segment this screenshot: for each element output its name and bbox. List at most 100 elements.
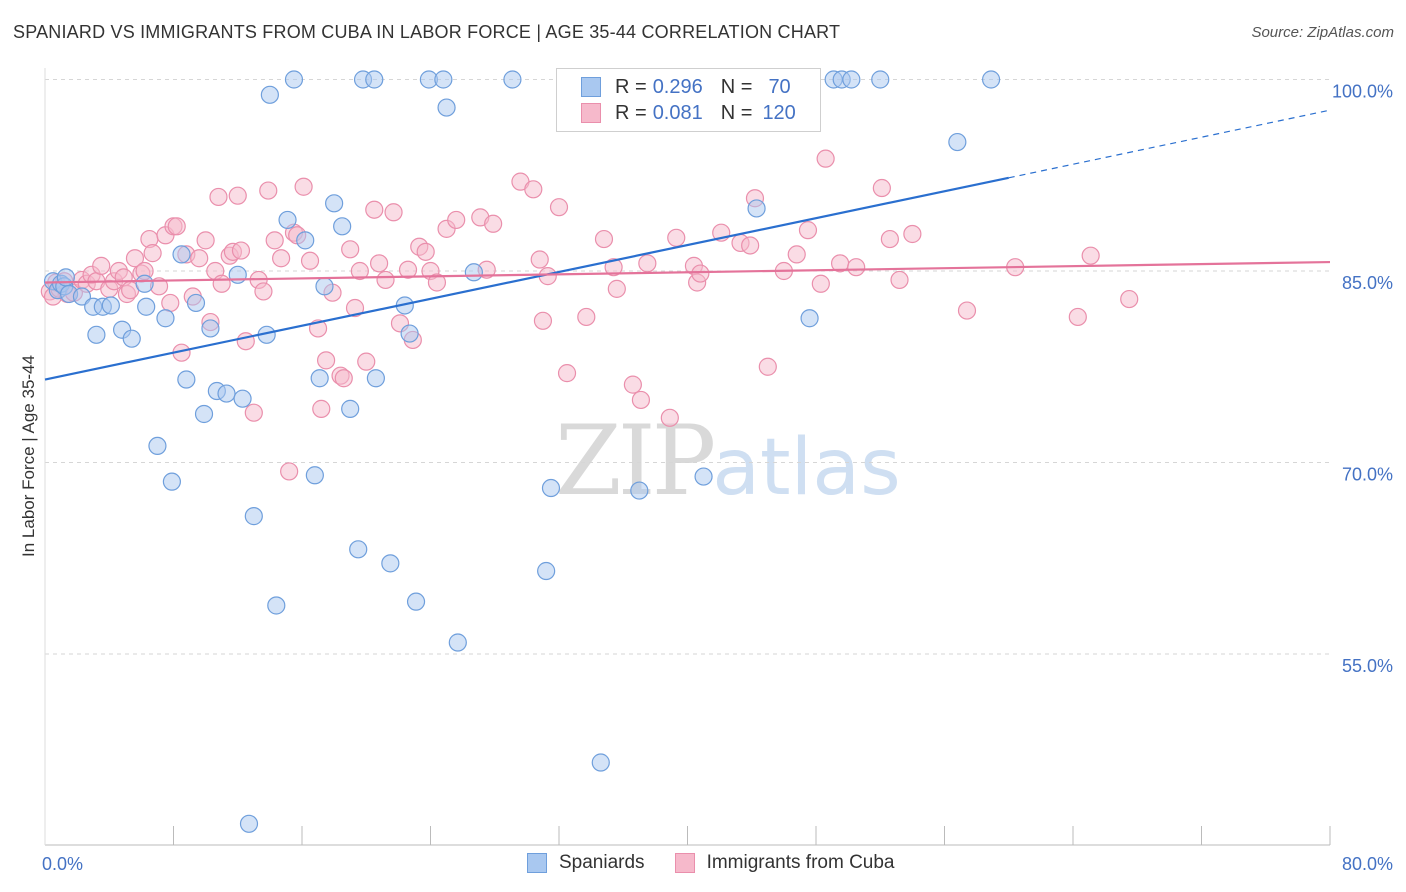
spaniard-point xyxy=(437,98,456,117)
cuba-point xyxy=(427,273,447,292)
spaniard-point xyxy=(541,478,561,498)
spaniard-point xyxy=(434,70,453,89)
n-label: N = xyxy=(720,101,753,124)
cuba-point xyxy=(341,240,360,259)
legend-swatch-pink xyxy=(674,853,695,873)
spaniard-point xyxy=(948,132,967,152)
cuba-point xyxy=(357,352,376,371)
cuba-point xyxy=(872,178,891,198)
cuba-point xyxy=(816,149,835,168)
y-tick-label: 70.0% xyxy=(1342,465,1393,485)
spaniard-point xyxy=(747,199,766,218)
spaniard-point xyxy=(448,633,467,652)
r-label: R = xyxy=(615,75,647,98)
spaniard-point xyxy=(325,194,344,213)
cuba-point xyxy=(758,357,777,376)
y-tick-label: 85.0% xyxy=(1342,273,1393,293)
stats-legend: R = 0.296 N = 70 R = 0.081 N = 120 xyxy=(556,68,821,132)
spaniard-point xyxy=(186,293,206,313)
cuba-point xyxy=(631,390,651,410)
spaniard-point xyxy=(842,70,861,89)
r-value: 0.296 xyxy=(652,75,703,98)
spaniard-point xyxy=(341,399,360,418)
cuba-point xyxy=(903,224,922,244)
cuba-point xyxy=(847,258,866,277)
cuba-point xyxy=(1068,307,1087,327)
spaniard-point xyxy=(194,404,214,424)
cuba-point xyxy=(370,254,389,273)
cuba-point xyxy=(416,242,435,261)
cuba-point xyxy=(345,298,365,318)
cuba-point xyxy=(231,241,251,260)
cuba-point xyxy=(212,274,231,293)
cuba-point xyxy=(787,245,806,264)
legend-item-spaniards[interactable]: Spaniards xyxy=(527,852,645,874)
spaniard-point xyxy=(333,217,352,236)
spaniard-point xyxy=(365,70,384,89)
cuba-point xyxy=(350,261,369,281)
spaniard-point xyxy=(800,309,819,328)
x-tick-label: 0.0% xyxy=(42,854,83,874)
spaniard-point xyxy=(201,319,220,338)
spaniard-point xyxy=(981,70,1001,89)
cuba-point xyxy=(190,249,209,268)
spaniard-point xyxy=(135,274,154,293)
cuba-point xyxy=(280,462,299,481)
cuba-point xyxy=(577,307,596,327)
cuba-point xyxy=(92,256,111,275)
cuba-point xyxy=(316,351,336,370)
y-axis-label: In Labor Force | Age 35-44 xyxy=(19,355,38,557)
spaniard-point xyxy=(406,592,426,611)
spaniard-point xyxy=(72,287,92,306)
cuba-point xyxy=(530,250,549,269)
cuba-point xyxy=(228,186,247,205)
y-tick-label: 100.0% xyxy=(1332,82,1393,102)
x-tick-label: 80.0% xyxy=(1342,854,1393,874)
cuba-point xyxy=(741,236,760,255)
trendlines xyxy=(44,109,1331,381)
cuba-point xyxy=(533,311,553,330)
spaniard-point xyxy=(217,384,236,403)
spaniard-point xyxy=(101,296,120,315)
cuba-point xyxy=(660,408,679,427)
spaniard-point xyxy=(137,297,156,316)
cuba-point xyxy=(557,364,577,383)
gridlines xyxy=(45,79,1330,655)
spaniard-point xyxy=(87,325,106,344)
spaniard-trendline-extension xyxy=(1008,109,1331,179)
cuba-point xyxy=(880,229,899,249)
cuba-point xyxy=(484,214,503,233)
cuba-point xyxy=(594,229,614,249)
cuba-point xyxy=(300,251,320,270)
spaniard-point xyxy=(503,70,522,89)
r-value: 0.081 xyxy=(652,101,703,124)
watermark-atlas: atlas xyxy=(712,423,901,513)
spaniard-point xyxy=(244,507,263,526)
spaniard-point xyxy=(239,814,259,833)
cuba-point xyxy=(638,254,657,273)
legend-item-cuba[interactable]: Immigrants from Cuba xyxy=(674,852,895,874)
cuba-point xyxy=(811,274,830,293)
spaniard-point xyxy=(537,561,556,581)
legend-swatch-blue xyxy=(581,77,601,97)
spaniard-point xyxy=(349,540,368,559)
cuba-point xyxy=(376,270,395,290)
cuba-point xyxy=(607,279,626,298)
cuba-point xyxy=(272,249,291,268)
cuba-point xyxy=(196,231,215,250)
spaniard-point xyxy=(172,245,191,264)
cuba-point xyxy=(334,369,353,388)
cuba-point xyxy=(1081,246,1100,265)
spaniard-point xyxy=(315,277,334,296)
cuba-point xyxy=(365,200,384,219)
n-label: N = xyxy=(720,75,753,98)
cuba-point xyxy=(125,249,145,268)
legend-label: Immigrants from Cuba xyxy=(706,852,895,873)
spaniard-point xyxy=(381,554,400,573)
spaniard-point xyxy=(630,481,649,500)
cuba-point xyxy=(259,181,278,200)
cuba-point xyxy=(143,244,162,263)
cuba-point xyxy=(524,180,543,199)
spaniard-point xyxy=(260,85,279,104)
